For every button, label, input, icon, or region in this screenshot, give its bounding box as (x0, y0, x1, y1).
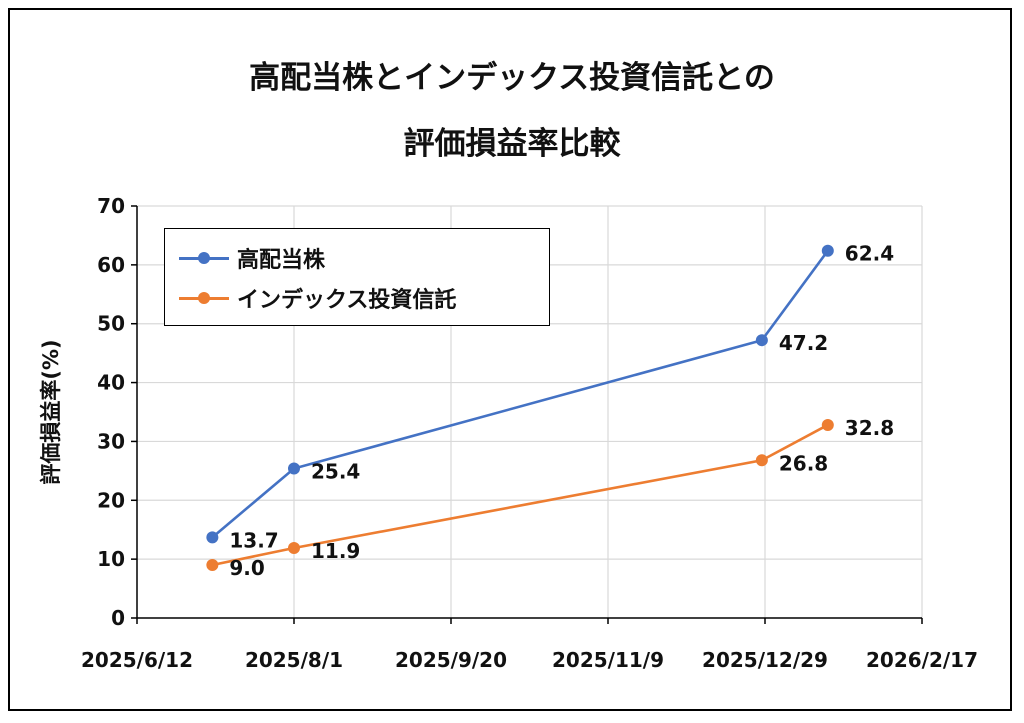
y-tick-label: 70 (97, 194, 125, 218)
data-point (821, 244, 834, 257)
axes (131, 205, 923, 624)
chart-title-line2: 評価損益率比較 (403, 126, 621, 162)
data-point (288, 462, 300, 475)
y-tick-label: 60 (97, 253, 125, 277)
series-layer (206, 244, 834, 572)
data-point (755, 334, 768, 347)
legend-label-high-dividend: 高配当株 (237, 248, 326, 273)
y-axis-label: 評価損益率(%) (39, 339, 63, 484)
y-tick-labels: 0 10 20 30 40 50 60 70 (97, 194, 125, 630)
legend-label-index-fund: インデックス投資信託 (237, 288, 457, 313)
data-label: 25.4 (311, 460, 360, 484)
x-tick-label: 2025/6/12 (81, 648, 193, 672)
chart-frame (8, 8, 1012, 711)
data-point (755, 454, 768, 467)
y-tick-label: 40 (97, 371, 125, 395)
legend: 高配当株 インデックス投資信託 (164, 228, 550, 326)
legend-item-high-dividend: 高配当株 (179, 243, 325, 273)
data-point (206, 559, 219, 572)
y-tick-label: 50 (97, 312, 125, 336)
y-tick-label: 30 (97, 429, 125, 453)
data-label: 11.9 (311, 539, 360, 563)
y-tick-label: 10 (97, 547, 125, 571)
data-label: 9.0 (229, 556, 264, 580)
data-label: 26.8 (779, 451, 828, 475)
chart-title-line1: 高配当株とインデックス投資信託との (249, 60, 775, 96)
legend-swatch-high-dividend (179, 243, 229, 273)
series-line-1 (212, 423, 829, 567)
legend-swatch-index-fund (179, 283, 229, 313)
x-tick-labels: 2025/6/12 2025/8/1 2025/9/20 2025/11/9 2025/… (81, 648, 978, 672)
x-tick-label: 2025/9/20 (395, 648, 507, 672)
data-label: 47.2 (779, 331, 828, 355)
data-point (288, 541, 300, 554)
x-tick-label: 2025/8/1 (245, 648, 343, 672)
data-label: 32.8 (845, 416, 894, 440)
data-label: 62.4 (845, 242, 894, 266)
series-line-0 (211, 249, 829, 539)
x-tick-label: 2026/2/17 (866, 648, 978, 672)
data-label: 13.7 (229, 528, 278, 552)
legend-item-index-fund: インデックス投資信託 (179, 283, 456, 313)
y-tick-label: 20 (97, 488, 125, 512)
data-labels: 13.7 25.4 47.2 62.4 9.0 11.9 26.8 32.8 (229, 242, 894, 580)
x-tick-label: 2025/11/9 (552, 648, 664, 672)
data-point (206, 531, 219, 544)
y-tick-label: 0 (111, 606, 125, 630)
data-point (821, 418, 834, 431)
x-tick-label: 2025/12/29 (702, 648, 828, 672)
